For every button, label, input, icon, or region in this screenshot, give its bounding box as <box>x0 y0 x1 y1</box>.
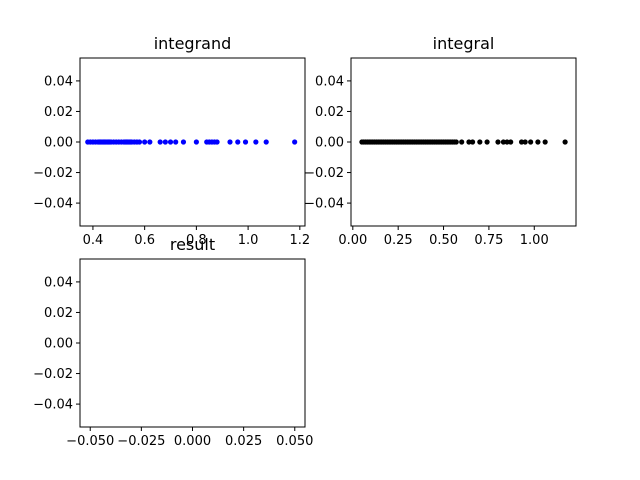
x-tick-label: 0.4 <box>83 233 104 248</box>
subplot-title: integral <box>433 34 495 53</box>
y-tick-label: −0.02 <box>33 367 73 382</box>
x-tick-label: 0.000 <box>174 434 211 449</box>
data-point <box>459 139 465 145</box>
data-point <box>500 139 507 145</box>
data-point <box>477 139 483 145</box>
x-tick-label: 1.00 <box>520 233 549 248</box>
x-tick-label: 0.50 <box>429 233 458 248</box>
data-point <box>484 139 490 145</box>
data-point <box>495 139 501 145</box>
x-tick-label: 0.050 <box>276 434 313 449</box>
data-point <box>242 139 249 145</box>
data-point <box>162 139 168 145</box>
x-tick-label: −0.025 <box>117 434 165 449</box>
data-point <box>173 139 179 145</box>
y-tick-label: 0.02 <box>44 306 73 321</box>
subplot-title: result <box>170 235 215 254</box>
data-point <box>522 139 528 145</box>
data-point <box>167 139 174 145</box>
data-point <box>562 139 568 145</box>
y-tick-label: 0.00 <box>44 136 73 151</box>
data-point <box>227 139 233 145</box>
data-point <box>466 139 472 145</box>
subplot-integral: integral 0.00 0.25 0.50 0.75 1.00 0.04 0.02 0.00… <box>304 34 577 248</box>
x-tick-label: 0.75 <box>474 233 503 248</box>
data-point <box>453 139 459 145</box>
x-tick-label: 0.8 <box>186 233 207 248</box>
y-tick-label: −0.04 <box>304 197 344 212</box>
data-point <box>518 139 525 145</box>
y-tick-label: 0.00 <box>315 136 344 151</box>
data-point <box>214 139 220 145</box>
data-point <box>142 139 148 145</box>
subplot-integrand: integrand 0.4 0.6 0.8 1.0 1.2 0.04 0.02 0.00 −0.0… <box>33 34 310 248</box>
data-point <box>508 139 514 145</box>
data-point <box>136 139 143 145</box>
data-points <box>85 139 298 145</box>
x-tick-label: 1.0 <box>238 233 259 248</box>
y-tick-label: 0.04 <box>44 275 73 290</box>
axes-frame <box>79 258 306 428</box>
x-tick-label: −0.050 <box>66 434 114 449</box>
x-tick-label: 1.2 <box>289 233 310 248</box>
data-point <box>147 139 153 145</box>
data-point <box>542 139 548 145</box>
x-tick-label: 0.025 <box>225 434 262 449</box>
y-tick-label: 0.02 <box>315 105 344 120</box>
x-tick-label: 0.00 <box>338 233 367 248</box>
data-point <box>180 139 187 145</box>
data-points <box>359 139 568 145</box>
y-tick-label: −0.02 <box>33 166 73 181</box>
x-tick-label: 0.25 <box>384 233 413 248</box>
y-tick-label: 0.04 <box>315 74 344 89</box>
data-point <box>535 139 541 145</box>
data-point <box>292 139 298 145</box>
data-point <box>504 139 510 145</box>
data-point <box>157 139 163 145</box>
subplot-title: integrand <box>154 34 232 53</box>
data-point <box>193 139 199 145</box>
y-tick-label: −0.04 <box>33 197 73 212</box>
data-point <box>469 139 476 145</box>
data-point <box>263 139 269 145</box>
y-tick-label: 0.02 <box>44 105 73 120</box>
y-tick-label: 0.04 <box>44 74 73 89</box>
y-tick-label: 0.00 <box>44 337 73 352</box>
x-tick-label: 0.6 <box>134 233 155 248</box>
y-tick-label: −0.02 <box>304 166 344 181</box>
data-point <box>528 139 534 145</box>
data-point <box>253 139 259 145</box>
y-tick-label: −0.04 <box>33 398 73 413</box>
data-point <box>235 139 241 145</box>
subplot-result: result −0.050 −0.025 0.000 0.025 0.050 0.04 0.0… <box>33 235 313 449</box>
